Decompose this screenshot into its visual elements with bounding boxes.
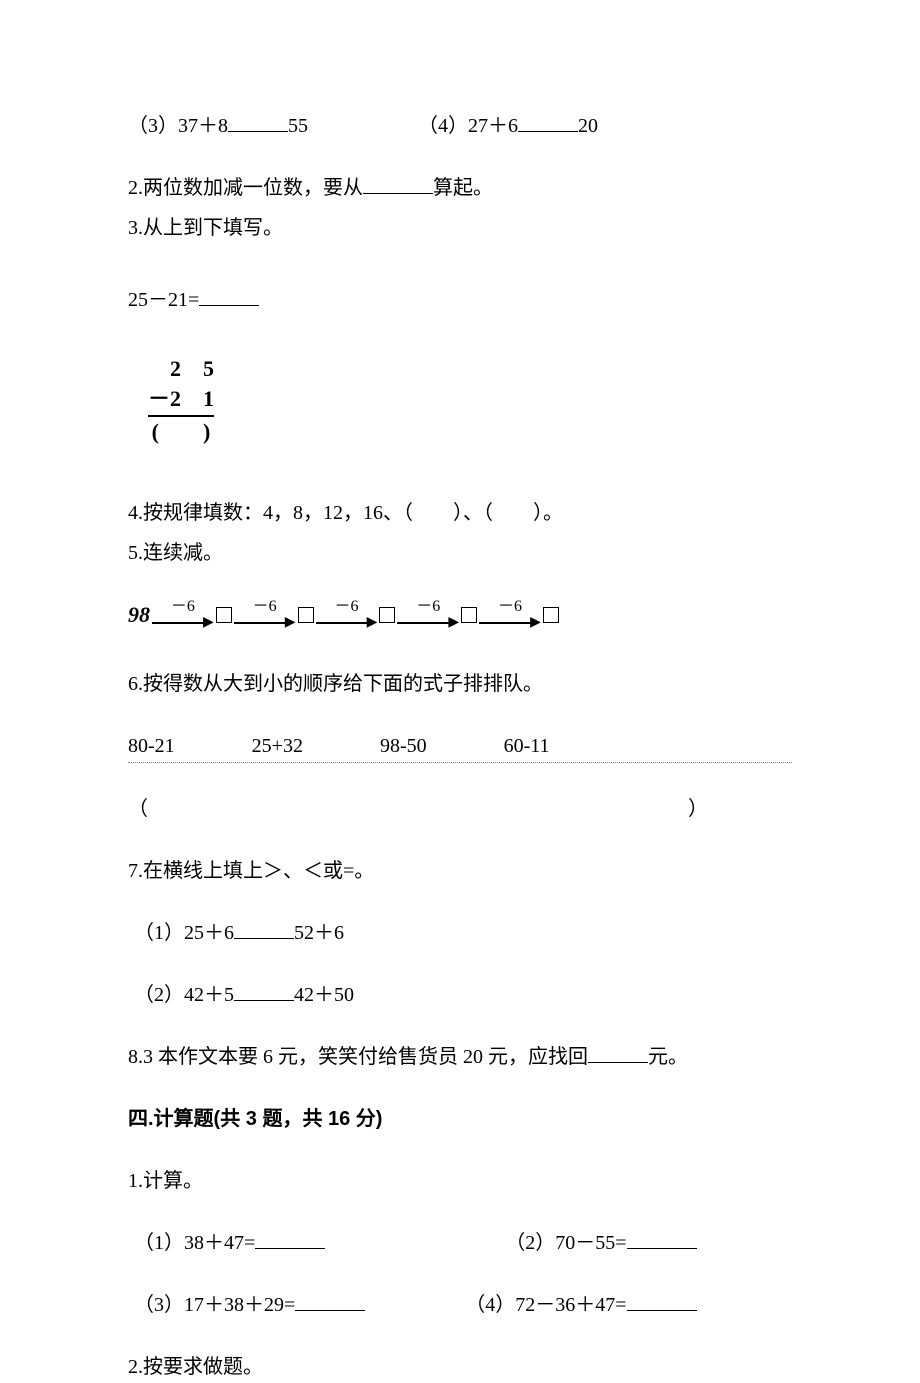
arrow-3: －6▶	[316, 599, 378, 630]
q3-expr-line: 25－21=	[128, 284, 792, 316]
q2-pre: 2.两位数加减一位数，要从	[128, 177, 363, 199]
q7-title: 7.在横线上填上＞、＜或=。	[128, 855, 792, 887]
q6-expressions: 80-21 25+32 98-50 60-11	[128, 730, 792, 763]
s4q1-row2: （3）17＋38＋29= （4）72－36＋47=	[134, 1289, 792, 1321]
q5-title: 5.连续减。	[128, 537, 792, 569]
chain-box-2[interactable]	[298, 607, 314, 623]
s4q1-row1: （1）38＋47= （2）70－55=	[134, 1227, 792, 1259]
subtract-chain: 98 －6▶ －6▶ －6▶ －6▶ －6▶	[128, 597, 559, 632]
q2-post: 算起。	[433, 177, 493, 199]
vcalc-r2: －2 1	[148, 384, 214, 414]
q6-e4: 60-11	[504, 730, 550, 762]
chain-start: 98	[128, 597, 150, 632]
s4q2-title: 2.按要求做题。	[128, 1351, 792, 1383]
blank-q7-1[interactable]	[234, 938, 294, 939]
blank-s4-1[interactable]	[255, 1248, 325, 1249]
arrow-5: －6▶	[479, 599, 541, 630]
q1-p3: （3）37＋8	[128, 115, 228, 137]
blank-q3[interactable]	[199, 305, 259, 306]
q8-line: 8.3 本作文本要 6 元，笑笑付给售货员 20 元，应找回元。	[128, 1041, 792, 1073]
q6-answer[interactable]: （ ）	[128, 793, 708, 825]
q1-p4r: 20	[578, 115, 598, 137]
sec4-title: 四.计算题(共 3 题，共 16 分)	[128, 1103, 792, 1135]
arrow-4: －6▶	[397, 599, 459, 630]
q1-p3r: 55	[288, 115, 308, 137]
blank-s4-2[interactable]	[627, 1248, 697, 1249]
q7-p2: （2）42＋542＋50	[134, 979, 792, 1011]
vertical-subtraction: 2 5 －2 1 ( )	[148, 354, 214, 447]
vcalc-r1: 2 5	[148, 354, 214, 384]
q4-line: 4.按规律填数：4，8，12，16、（ ）、（ ）。	[128, 497, 792, 529]
q1-p4: （4）27＋6	[418, 115, 518, 137]
chain-box-4[interactable]	[461, 607, 477, 623]
q6-e2: 25+32	[252, 730, 303, 762]
s4q1-title: 1.计算。	[128, 1165, 792, 1197]
q3-title: 3.从上到下填写。	[128, 212, 792, 244]
blank-q8[interactable]	[588, 1062, 648, 1063]
q7-p1: （1）25＋652＋6	[134, 917, 792, 949]
q6-right: ）	[688, 793, 708, 825]
q2-line: 2.两位数加减一位数，要从 算起。	[128, 172, 792, 204]
chain-box-5[interactable]	[543, 607, 559, 623]
arrow-1: －6▶	[152, 599, 214, 630]
q3-expr: 25－21=	[128, 289, 199, 311]
q6-title: 6.按得数从大到小的顺序给下面的式子排排队。	[128, 668, 792, 700]
blank-q1-p4[interactable]	[518, 131, 578, 132]
blank-q1-p3[interactable]	[228, 131, 288, 132]
q1-line: （3）37＋8 55 （4）27＋6 20	[128, 110, 792, 142]
blank-s4-3[interactable]	[295, 1310, 365, 1311]
q6-left: （	[128, 793, 148, 825]
blank-s4-4[interactable]	[627, 1310, 697, 1311]
q6-e1: 80-21	[128, 730, 175, 762]
blank-q2[interactable]	[363, 193, 433, 194]
arrow-2: －6▶	[234, 599, 296, 630]
chain-box-3[interactable]	[379, 607, 395, 623]
chain-box-1[interactable]	[216, 607, 232, 623]
vcalc-r3[interactable]: ( )	[148, 417, 214, 447]
blank-q7-2[interactable]	[234, 1000, 294, 1001]
q6-e3: 98-50	[380, 730, 427, 762]
